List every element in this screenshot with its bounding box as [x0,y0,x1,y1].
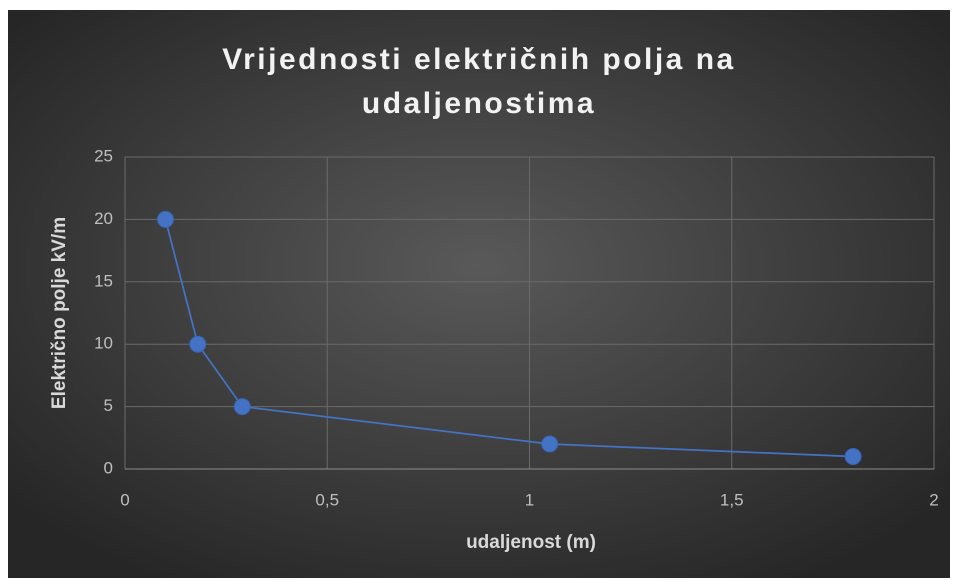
data-point [541,435,559,453]
chart-title: Vrijednosti električnih polja na udaljen… [222,43,736,120]
x-tick-label: 1,5 [720,490,744,509]
y-tick-label: 15 [94,271,113,290]
x-tick-label: 1 [525,490,534,509]
y-tick-label: 25 [94,146,113,165]
x-axis-label: udaljenost (m) [466,532,596,553]
y-tick-label: 0 [104,458,113,477]
x-tick-label: 0 [120,490,129,509]
y-tick-label: 10 [94,334,113,353]
data-point [844,448,862,466]
data-point [156,210,174,228]
data-point [233,398,251,416]
y-tick-label: 20 [94,209,113,228]
x-tick-label: 0,5 [315,490,339,509]
data-point [189,335,207,353]
y-tick-label: 5 [104,396,113,415]
y-axis-label: Električno polje kV/m [49,217,70,409]
x-tick-label: 2 [929,490,938,509]
chart-background [8,10,950,578]
